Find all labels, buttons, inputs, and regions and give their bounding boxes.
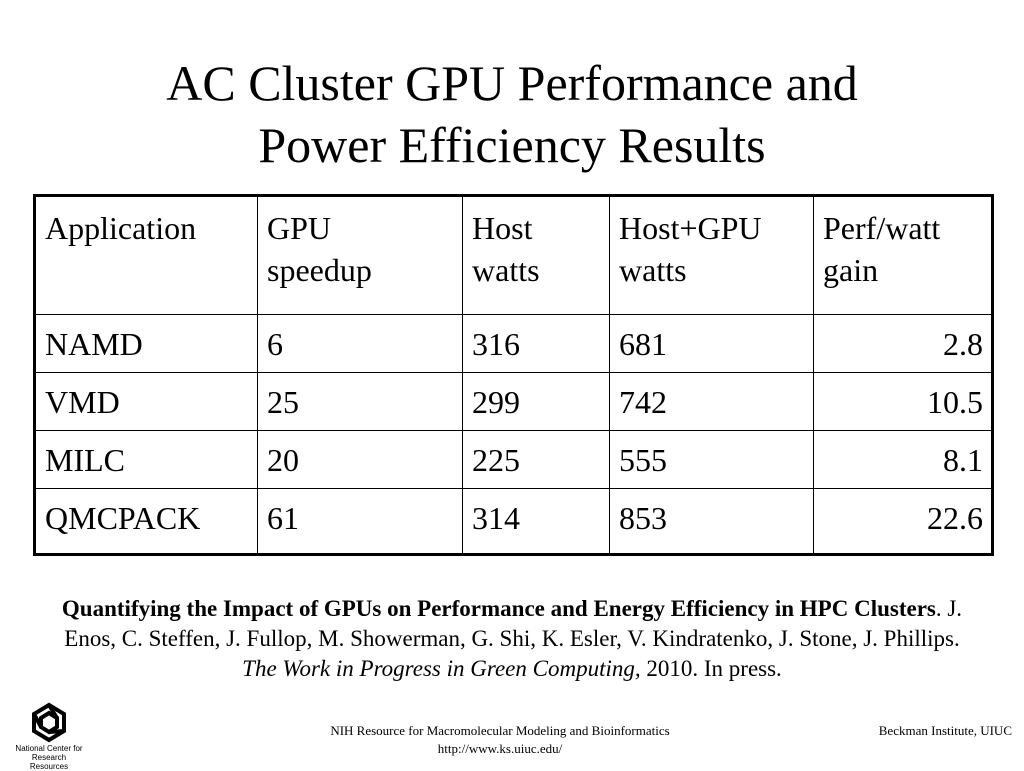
ncrr-logo-icon — [32, 702, 66, 743]
cell-gpu-speedup: 6 — [257, 314, 463, 373]
header-host-watts: Host watts — [462, 195, 610, 315]
header-perf-watt-gain-line2: gain — [823, 252, 879, 288]
logo-line2: Research Resources — [29, 753, 69, 771]
table-row: MILC 20 225 555 8.1 — [34, 430, 993, 489]
footer-center-url: http://www.ks.uiuc.edu/ — [437, 741, 563, 756]
cell-host-watts: 299 — [462, 372, 610, 431]
cell-host-gpu-watts: 555 — [609, 430, 814, 489]
cell-host-gpu-watts: 853 — [609, 488, 814, 555]
table-row: QMCPACK 61 314 853 22.6 — [34, 488, 993, 555]
header-application: Application — [34, 195, 258, 315]
citation: Quantifying the Impact of GPUs on Perfor… — [60, 594, 964, 684]
citation-year-status: 2010. In press. — [640, 656, 782, 681]
cell-perf-watt-gain: 22.6 — [813, 488, 993, 555]
cell-gpu-speedup: 61 — [257, 488, 463, 555]
header-host-gpu-watts-line2: watts — [619, 252, 687, 288]
results-table: Application GPU speedup Host watts Host+… — [33, 194, 994, 556]
cell-host-watts: 316 — [462, 314, 610, 373]
cell-perf-watt-gain: 2.8 — [813, 314, 993, 373]
slide-title-line1: AC Cluster GPU Performance and — [166, 55, 858, 111]
footer-center: NIH Resource for Macromolecular Modeling… — [260, 722, 740, 758]
footer-right: Beckman Institute, UIUC — [878, 723, 1012, 738]
ncrr-logo: National Center for Research Resources — [12, 700, 86, 771]
table-header-row: Application GPU speedup Host watts Host+… — [34, 195, 993, 315]
header-host-gpu-watts: Host+GPU watts — [609, 195, 814, 315]
cell-host-gpu-watts: 742 — [609, 372, 814, 431]
citation-authors: . J. Enos, C. Steffen, J. Fullop, M. Sho… — [64, 596, 963, 651]
cell-application: QMCPACK — [34, 488, 258, 555]
header-host-watts-line1: Host — [472, 210, 533, 246]
logo-line1: National Center for — [15, 744, 83, 753]
footer-center-line1: NIH Resource for Macromolecular Modeling… — [330, 723, 670, 738]
cell-application: NAMD — [34, 314, 258, 373]
header-gpu-speedup-line2: speedup — [267, 252, 372, 288]
cell-perf-watt-gain: 8.1 — [813, 430, 993, 489]
cell-host-watts: 314 — [462, 488, 610, 555]
cell-gpu-speedup: 20 — [257, 430, 463, 489]
header-gpu-speedup-line1: GPU — [267, 210, 332, 246]
header-host-gpu-watts-line1: Host+GPU — [619, 210, 762, 246]
slide-title: AC Cluster GPU Performance and Power Eff… — [0, 52, 1024, 176]
cell-gpu-speedup: 25 — [257, 372, 463, 431]
cell-host-watts: 225 — [462, 430, 610, 489]
cell-perf-watt-gain: 10.5 — [813, 372, 993, 431]
ncrr-logo-text: National Center for Research Resources — [12, 744, 86, 771]
results-table-container: Application GPU speedup Host watts Host+… — [33, 194, 994, 556]
cell-application: MILC — [34, 430, 258, 489]
citation-venue: The Work in Progress in Green Computing, — [242, 656, 641, 681]
citation-title: Quantifying the Impact of GPUs on Perfor… — [61, 596, 936, 621]
header-perf-watt-gain: Perf/watt gain — [813, 195, 993, 315]
table-row: VMD 25 299 742 10.5 — [34, 372, 993, 431]
cell-application: VMD — [34, 372, 258, 431]
header-gpu-speedup: GPU speedup — [257, 195, 463, 315]
slide-title-line2: Power Efficiency Results — [258, 117, 766, 173]
cell-host-gpu-watts: 681 — [609, 314, 814, 373]
header-perf-watt-gain-line1: Perf/watt — [823, 210, 941, 246]
header-application-line1: Application — [45, 210, 197, 246]
header-host-watts-line2: watts — [472, 252, 540, 288]
table-row: NAMD 6 316 681 2.8 — [34, 314, 993, 373]
